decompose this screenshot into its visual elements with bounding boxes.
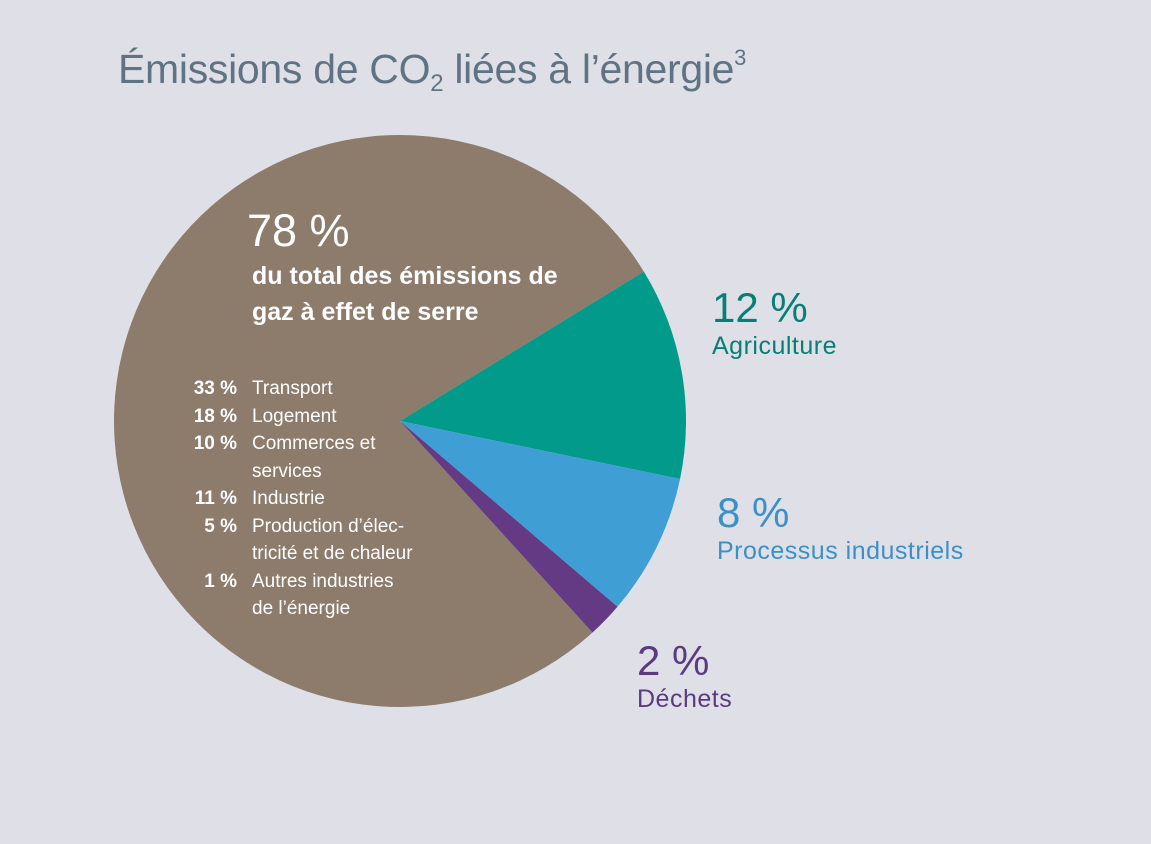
pie-slice-waste [400,421,618,633]
breakdown-percent: 18 % [193,405,237,427]
breakdown-label: Autres industries de l’énergie [252,570,394,620]
breakdown-row: 5 % Production d’élec- tricité et de cha… [180,513,413,568]
main-slice-description: du total des émissions de gaz à effet de… [252,258,558,330]
callout-label: Agriculture [712,332,837,360]
breakdown-row: 10 % Commerces et services [180,430,413,485]
breakdown-row: 33 % Transport [180,375,413,403]
breakdown-percent: 11 % [194,488,237,509]
callout-percent: 2 % [637,637,710,684]
chart-title: Émissions de CO2 liées à l’énergie3 [118,45,747,96]
main-slice-description-line1: du total des émissions de [252,262,558,290]
breakdown-row: 1 % Autres industries de l’énergie [180,568,413,623]
callout-percent: 8 % [717,489,790,536]
breakdown-label: Production d’élec- tricité et de chaleur [252,515,413,565]
main-slice-percent: 78 % [247,205,350,256]
breakdown-label: Transport [252,378,333,399]
breakdown-label: Industrie [252,488,325,509]
callout-waste: 2 % Déchets [637,638,732,714]
breakdown-percent: 5 % [204,515,237,537]
title-text: Émissions de CO [118,46,431,92]
pie-slice-agriculture [400,271,687,479]
title-subscript: 2 [430,70,444,97]
breakdown-label: Commerces et services [252,433,376,482]
title-footnote-marker: 3 [734,45,747,70]
callout-label: Déchets [637,685,733,713]
breakdown-label: Logement [252,405,337,427]
callout-percent: 12 % [712,284,808,331]
breakdown-row: 18 % Logement [180,403,413,431]
pie-slice-industrial-processes [400,421,681,607]
callout-agriculture: 12 % Agriculture [712,285,837,361]
breakdown-row: 11 % Industrie [180,485,413,513]
pie-slice-energy [113,134,644,707]
energy-breakdown-list: 33 % Transport 18 % Logement 10 % Commer… [180,375,413,623]
callout-industrial-processes: 8 % Processus industriels [717,490,964,566]
title-text-suffix: liées à l’énergie [443,46,735,92]
breakdown-percent: 1 % [204,570,237,592]
main-slice-description-line2: gaz à effet de serre [252,298,479,326]
breakdown-percent: 10 % [193,433,237,454]
breakdown-percent: 33 % [193,378,237,399]
callout-label: Processus industriels [717,537,964,565]
